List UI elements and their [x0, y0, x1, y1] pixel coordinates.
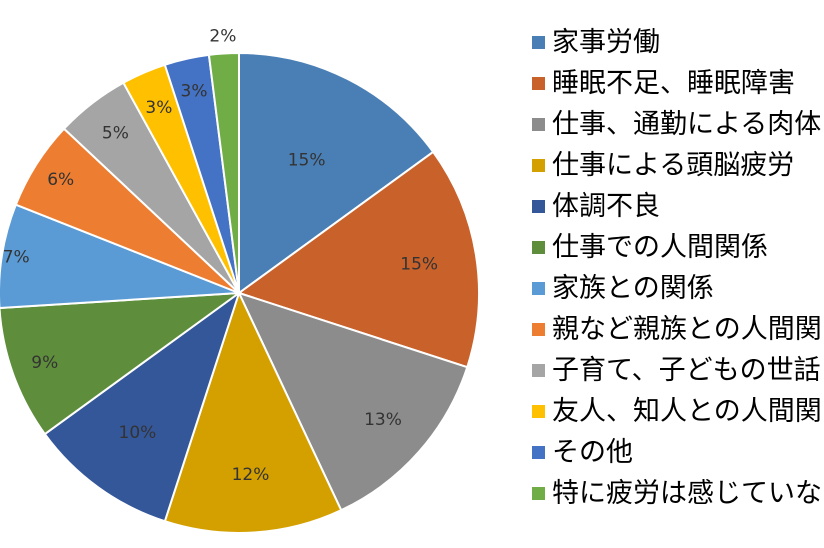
legend-item: 友人、知人との人間関: [532, 391, 824, 432]
data-label: 2%: [209, 27, 236, 47]
legend-item: 睡眠不足、睡眠障害: [532, 63, 824, 104]
legend-label: 特に疲労は感じていな: [552, 478, 822, 509]
pie-chart: 15% 15% 13% 12% 10% 9% 7% 6% 5% 3% 3% 2%: [0, 27, 480, 534]
legend-item: 仕事による頭脳疲労: [532, 145, 824, 186]
legend: 家事労働睡眠不足、睡眠障害 仕事、通勤による肉体 仕事による頭脳疲労 体調不良仕事での…: [532, 22, 824, 514]
pie-slice: [236, 150, 480, 369]
legend-label: 睡眠不足、睡眠障害: [552, 68, 795, 99]
pie-slice: [237, 291, 469, 512]
pie-slice: [0, 291, 243, 436]
legend-swatch: [532, 282, 545, 295]
data-label: 9%: [31, 353, 58, 373]
data-label: 3%: [145, 98, 172, 118]
legend-item: その他: [532, 432, 824, 473]
legend-label: 子育て、子どもの世話: [552, 355, 821, 386]
legend-swatch: [532, 200, 545, 213]
legend-label: 家族との関係: [552, 273, 714, 304]
legend-swatch: [532, 118, 545, 131]
pie-slice: [43, 290, 241, 523]
legend-label: その他: [552, 437, 633, 468]
legend-swatch: [532, 446, 545, 459]
legend-swatch: [532, 487, 545, 500]
legend-item: 仕事での人間関係: [532, 227, 824, 268]
pie-slice: [0, 203, 240, 310]
legend-swatch: [532, 36, 545, 49]
legend-item: 体調不良: [532, 186, 824, 227]
pie-slice: [163, 290, 343, 534]
legend-swatch: [532, 159, 545, 172]
data-label: 7%: [3, 248, 30, 268]
legend-item: 仕事、通勤による肉体: [532, 104, 824, 145]
legend-swatch: [532, 323, 545, 336]
pie-slice: [238, 51, 435, 295]
legend-item: 家事労働: [532, 22, 824, 63]
data-label: 15%: [400, 255, 438, 275]
data-label: 6%: [47, 170, 74, 190]
legend-label: 友人、知人との人間関: [552, 396, 822, 427]
legend-item: 親など親族との人間関: [532, 309, 824, 350]
legend-swatch: [532, 405, 545, 418]
legend-swatch: [532, 77, 545, 90]
legend-label: 仕事での人間関係: [552, 232, 768, 263]
legend-swatch: [532, 364, 545, 377]
legend-label: 仕事、通勤による肉体: [552, 109, 822, 140]
legend-label: 親など親族との人間関: [552, 314, 822, 345]
data-label: 5%: [102, 124, 129, 144]
data-label: 10%: [119, 423, 157, 443]
legend-label: 仕事による頭脳疲労: [552, 150, 795, 181]
data-label: 15%: [288, 150, 326, 170]
legend-item: 子育て、子どもの世話: [532, 350, 824, 391]
data-label: 13%: [364, 410, 402, 430]
data-label: 12%: [232, 465, 270, 485]
legend-label: 家事労働: [552, 27, 660, 58]
pie-data-labels: 15% 15% 13% 12% 10% 9% 7% 6% 5% 3% 3% 2%: [3, 27, 438, 485]
legend-item: 特に疲労は感じていな: [532, 473, 824, 514]
legend-label: 体調不良: [552, 191, 660, 222]
pie-slice: [207, 51, 240, 294]
legend-item: 家族との関係: [532, 268, 824, 309]
legend-swatch: [532, 241, 545, 254]
data-label: 3%: [181, 82, 208, 102]
pie-slices: [0, 51, 480, 534]
